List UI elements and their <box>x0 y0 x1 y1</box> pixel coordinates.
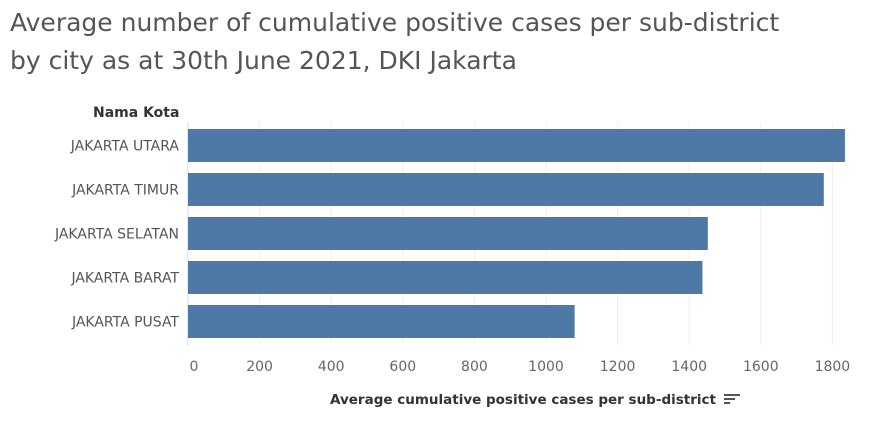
category-axis-header: Nama Kota <box>93 105 179 121</box>
x-tick-label: 600 <box>389 359 416 375</box>
bar[interactable] <box>188 305 575 338</box>
bar[interactable] <box>188 129 845 162</box>
category-label: JAKARTA PUSAT <box>71 315 179 331</box>
bar[interactable] <box>188 217 708 250</box>
x-tick-label: 1000 <box>528 359 564 375</box>
x-tick-labels: 0 200 400 600 800 1000 1200 1400 1600 1800 <box>190 359 851 375</box>
sort-descending-icon[interactable] <box>723 394 740 406</box>
category-label: JAKARTA BARAT <box>70 271 179 287</box>
chart-title-line2: by city as at 30th June 2021, DKI Jakart… <box>10 46 517 75</box>
category-label: JAKARTA SELATAN <box>54 227 179 243</box>
bars <box>188 129 845 338</box>
category-label: JAKARTA UTARA <box>70 139 180 155</box>
category-labels: JAKARTA UTARA JAKARTA TIMUR JAKARTA SELATA… <box>54 139 179 331</box>
bar[interactable] <box>188 261 703 294</box>
x-tick-label: 1800 <box>815 359 851 375</box>
x-tick-label: 1200 <box>600 359 636 375</box>
category-label: JAKARTA TIMUR <box>71 183 179 199</box>
x-tick-label: 800 <box>461 359 488 375</box>
x-axis-title-group: Average cumulative positive cases per su… <box>330 392 740 408</box>
chart-title-line1: Average number of cumulative positive ca… <box>10 8 780 37</box>
x-tick-label: 400 <box>318 359 345 375</box>
x-tick-label: 200 <box>246 359 273 375</box>
x-axis-title: Average cumulative positive cases per su… <box>330 392 716 408</box>
x-tick-label: 1400 <box>671 359 707 375</box>
chart-title: Average number of cumulative positive ca… <box>10 4 880 80</box>
x-tick-label: 0 <box>190 359 199 375</box>
x-tick-label: 1600 <box>743 359 779 375</box>
bar[interactable] <box>188 173 824 206</box>
